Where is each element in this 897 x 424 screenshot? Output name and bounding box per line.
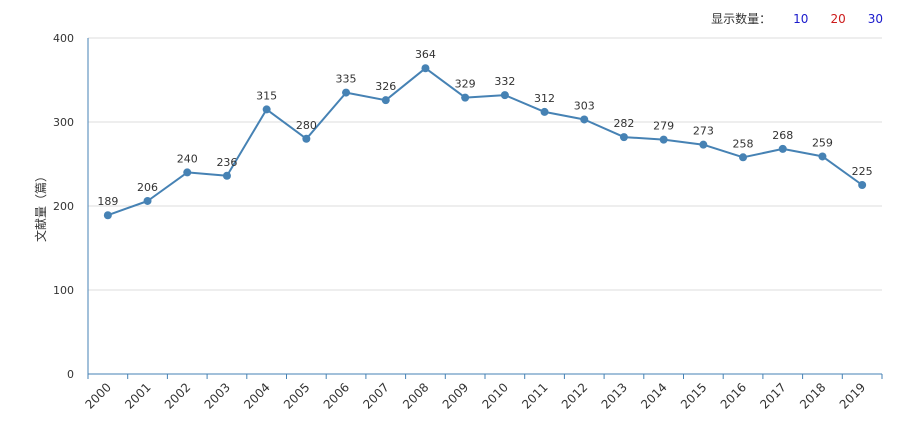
data-point xyxy=(302,134,311,143)
data-label: 326 xyxy=(375,80,396,93)
data-label: 312 xyxy=(534,92,555,105)
data-label: 268 xyxy=(772,129,793,142)
y-tick-label: 0 xyxy=(67,368,74,381)
data-point xyxy=(143,196,152,205)
data-point xyxy=(659,135,668,144)
x-tick-label: 2010 xyxy=(479,380,510,411)
x-tick-label: 2004 xyxy=(241,380,272,411)
y-tick-label: 100 xyxy=(53,284,74,297)
x-tick-label: 2003 xyxy=(202,380,233,411)
data-label: 240 xyxy=(177,152,198,165)
data-label: 315 xyxy=(256,89,277,102)
x-tick-label: 2011 xyxy=(519,380,550,411)
data-label: 329 xyxy=(455,78,476,91)
data-point xyxy=(381,96,390,105)
data-label: 273 xyxy=(693,125,714,138)
data-label: 279 xyxy=(653,120,674,133)
x-tick-label: 2016 xyxy=(718,380,749,411)
data-point xyxy=(461,93,470,102)
data-label: 225 xyxy=(852,165,873,178)
data-label: 206 xyxy=(137,181,158,194)
data-label: 189 xyxy=(97,195,118,208)
display-count-label: 显示数量： xyxy=(711,12,772,26)
data-label: 259 xyxy=(812,136,833,149)
x-tick-label: 2007 xyxy=(360,380,391,411)
x-tick-label: 2017 xyxy=(757,380,788,411)
data-label: 236 xyxy=(216,156,237,169)
display-count-selector: 显示数量： 10 20 30 xyxy=(711,10,883,27)
display-count-option-10[interactable]: 10 xyxy=(793,11,809,26)
data-label: 280 xyxy=(296,119,317,132)
x-tick-label: 2008 xyxy=(400,380,431,411)
data-point xyxy=(778,144,787,153)
data-point xyxy=(183,168,192,177)
data-label: 364 xyxy=(415,48,436,61)
data-label: 282 xyxy=(613,117,634,130)
data-point xyxy=(739,153,748,162)
data-point xyxy=(699,140,708,149)
data-point xyxy=(342,88,351,97)
x-tick-label: 2012 xyxy=(559,380,590,411)
y-tick-label: 300 xyxy=(53,116,74,129)
data-point xyxy=(103,211,112,220)
x-tick-label: 2018 xyxy=(797,380,828,411)
x-tick-label: 2014 xyxy=(638,380,669,411)
display-count-option-30[interactable]: 30 xyxy=(867,11,883,26)
y-tick-label: 200 xyxy=(53,200,74,213)
series-line xyxy=(107,67,863,217)
x-tick-label: 2001 xyxy=(122,380,153,411)
data-point xyxy=(580,115,589,124)
data-point xyxy=(619,133,628,142)
display-count-option-20[interactable]: 20 xyxy=(830,11,846,26)
y-tick-label: 400 xyxy=(53,32,74,45)
x-tick-label: 2006 xyxy=(321,380,352,411)
data-point xyxy=(500,91,509,100)
data-label: 332 xyxy=(494,75,515,88)
data-point xyxy=(858,181,867,189)
x-tick-label: 2009 xyxy=(440,380,471,411)
data-point xyxy=(262,105,271,114)
x-tick-label: 2013 xyxy=(599,380,630,411)
data-label: 258 xyxy=(733,137,754,150)
y-axis-title: 文献量（篇） xyxy=(33,170,48,242)
data-point xyxy=(421,64,430,73)
data-point xyxy=(222,171,231,180)
x-tick-label: 2015 xyxy=(678,380,709,411)
data-label: 303 xyxy=(574,99,595,112)
x-tick-label: 2000 xyxy=(82,380,113,411)
x-tick-label: 2019 xyxy=(837,380,868,411)
data-point xyxy=(540,107,549,116)
x-tick-label: 2005 xyxy=(281,380,312,411)
data-label: 335 xyxy=(336,73,357,86)
data-point xyxy=(818,152,827,161)
x-tick-label: 2002 xyxy=(162,380,193,411)
